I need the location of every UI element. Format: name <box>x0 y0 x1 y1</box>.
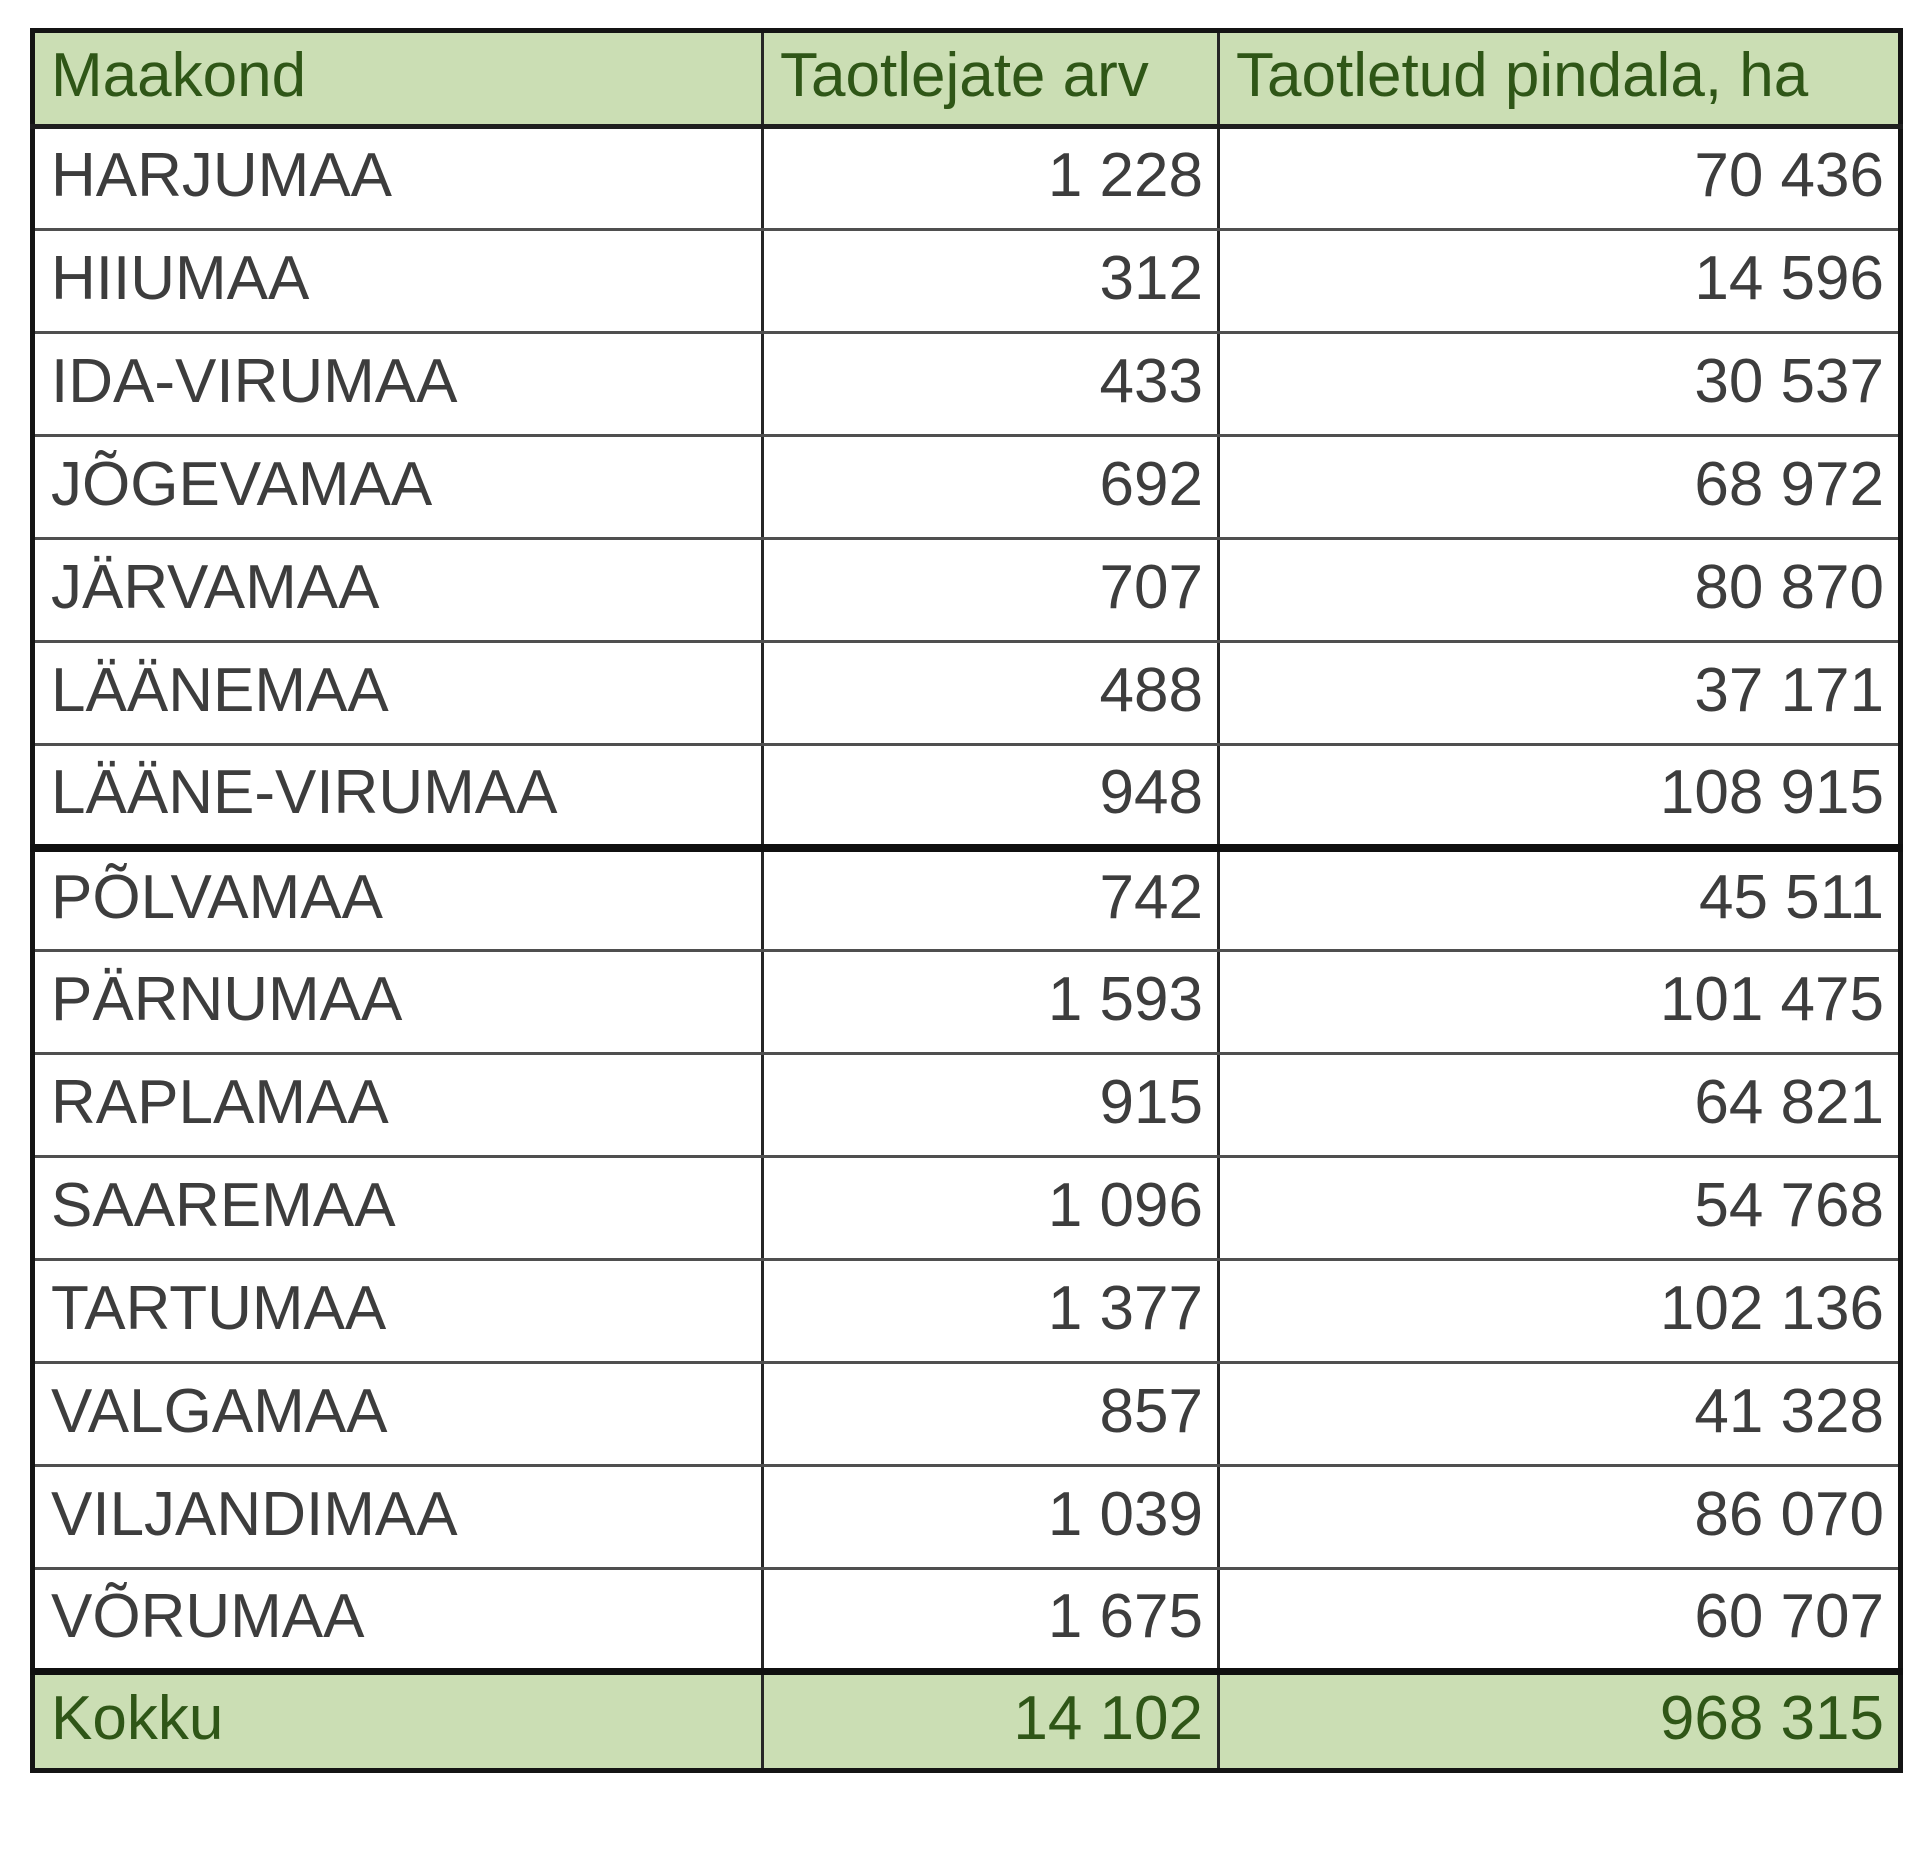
county-cell: IDA-VIRUMAA <box>31 331 764 437</box>
area-cell: 101 475 <box>1217 949 1902 1055</box>
area-cell: 41 328 <box>1217 1361 1902 1467</box>
area-cell: 64 821 <box>1217 1052 1902 1158</box>
applicants-cell: 1 228 <box>761 125 1220 231</box>
table-row: IDA-VIRUMAA 433 30 537 <box>31 331 1902 437</box>
county-cell: HARJUMAA <box>31 125 764 231</box>
county-cell: TARTUMAA <box>31 1258 764 1364</box>
applicants-cell: 1 593 <box>761 949 1220 1055</box>
total-area: 968 315 <box>1217 1668 1902 1772</box>
applicants-cell: 948 <box>761 743 1220 852</box>
county-cell: VALGAMAA <box>31 1361 764 1467</box>
county-cell: VÕRUMAA <box>31 1567 764 1673</box>
county-cell: HIIUMAA <box>31 228 764 334</box>
area-cell: 30 537 <box>1217 331 1902 437</box>
applicants-cell: 1 096 <box>761 1155 1220 1261</box>
county-cell: LÄÄNE-VIRUMAA <box>31 743 764 852</box>
applicants-cell: 312 <box>761 228 1220 334</box>
header-taotlejate-arv: Taotlejate arv <box>761 29 1220 129</box>
total-applicants: 14 102 <box>761 1668 1220 1772</box>
area-cell: 45 511 <box>1217 846 1902 952</box>
area-cell: 14 596 <box>1217 228 1902 334</box>
area-cell: 54 768 <box>1217 1155 1902 1261</box>
county-cell: SAAREMAA <box>31 1155 764 1261</box>
county-cell: JÕGEVAMAA <box>31 434 764 540</box>
area-cell: 102 136 <box>1217 1258 1902 1364</box>
table-row: VILJANDIMAA 1 039 86 070 <box>31 1464 1902 1570</box>
table-row: VÕRUMAA 1 675 60 707 <box>31 1567 1902 1673</box>
table-row: PÄRNUMAA 1 593 101 475 <box>31 949 1902 1055</box>
applicants-cell: 915 <box>761 1052 1220 1158</box>
area-cell: 37 171 <box>1217 640 1902 746</box>
table-row: LÄÄNE-VIRUMAA 948 108 915 <box>31 743 1902 852</box>
table-row: TARTUMAA 1 377 102 136 <box>31 1258 1902 1364</box>
header-taotletud-pindala: Taotletud pindala, ha <box>1217 29 1902 129</box>
table-row: RAPLAMAA 915 64 821 <box>31 1052 1902 1158</box>
applicants-cell: 742 <box>761 846 1220 952</box>
table-row: JÄRVAMAA 707 80 870 <box>31 537 1902 643</box>
area-cell: 86 070 <box>1217 1464 1902 1570</box>
table-row: LÄÄNEMAA 488 37 171 <box>31 640 1902 746</box>
table-row: SAAREMAA 1 096 54 768 <box>31 1155 1902 1261</box>
applicants-cell: 433 <box>761 331 1220 437</box>
header-row: Maakond Taotlejate arv Taotletud pindala… <box>31 29 1902 129</box>
table-row: JÕGEVAMAA 692 68 972 <box>31 434 1902 540</box>
table-body: HARJUMAA 1 228 70 436 HIIUMAA 312 14 596 IDA-V… <box>31 125 1902 1673</box>
table-row: PÕLVAMAA 742 45 511 <box>31 846 1902 952</box>
county-cell: VILJANDIMAA <box>31 1464 764 1570</box>
county-cell: JÄRVAMAA <box>31 537 764 643</box>
area-cell: 70 436 <box>1217 125 1902 231</box>
header-maakond: Maakond <box>31 29 764 129</box>
county-cell: LÄÄNEMAA <box>31 640 764 746</box>
applicants-cell: 857 <box>761 1361 1220 1467</box>
table-row: HARJUMAA 1 228 70 436 <box>31 125 1902 231</box>
county-table-container: Maakond Taotlejate arv Taotletud pindala… <box>30 28 1903 1773</box>
applicants-cell: 1 675 <box>761 1567 1220 1673</box>
county-cell: PÕLVAMAA <box>31 846 764 952</box>
applicants-cell: 692 <box>761 434 1220 540</box>
applicants-cell: 707 <box>761 537 1220 643</box>
total-label: Kokku <box>31 1668 764 1772</box>
applicants-cell: 1 039 <box>761 1464 1220 1570</box>
table-row: HIIUMAA 312 14 596 <box>31 228 1902 334</box>
county-table: Maakond Taotlejate arv Taotletud pindala… <box>30 28 1903 1773</box>
applicants-cell: 1 377 <box>761 1258 1220 1364</box>
area-cell: 60 707 <box>1217 1567 1902 1673</box>
area-cell: 108 915 <box>1217 743 1902 852</box>
table-row: VALGAMAA 857 41 328 <box>31 1361 1902 1467</box>
county-cell: PÄRNUMAA <box>31 949 764 1055</box>
area-cell: 68 972 <box>1217 434 1902 540</box>
county-cell: RAPLAMAA <box>31 1052 764 1158</box>
area-cell: 80 870 <box>1217 537 1902 643</box>
applicants-cell: 488 <box>761 640 1220 746</box>
total-row: Kokku 14 102 968 315 <box>31 1668 1902 1772</box>
